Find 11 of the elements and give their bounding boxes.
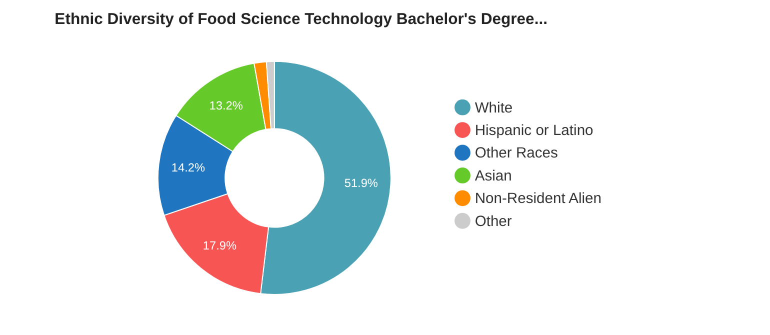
legend-label: Other xyxy=(474,214,512,230)
legend-label: Asian xyxy=(474,168,512,184)
data-label: 13.2% xyxy=(209,98,244,113)
legend-label: Other Races xyxy=(474,146,558,162)
legend-label: White xyxy=(474,100,513,116)
data-label: 17.9% xyxy=(202,238,237,252)
data-label: 51.9% xyxy=(344,176,378,190)
chart-title: Ethnic Diversity of Food Science Technology Bachelor's Degree... xyxy=(54,10,548,28)
legend-label: Non-Resident Alien xyxy=(474,191,602,208)
legend-label: Hispanic or Latino xyxy=(474,122,594,139)
data-label: 14.2% xyxy=(171,160,206,175)
